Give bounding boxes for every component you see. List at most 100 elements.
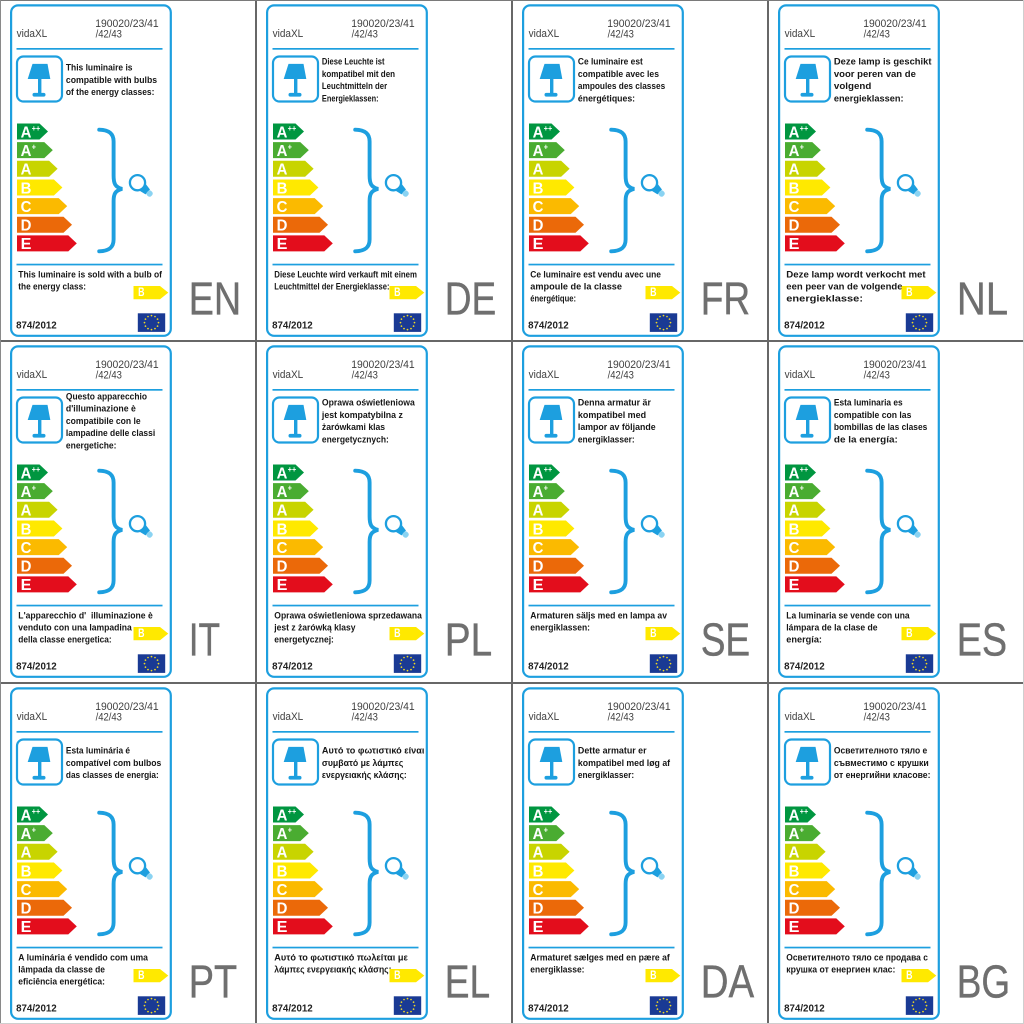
- svg-text:énergétiques:: énergétiques:: [578, 93, 635, 104]
- svg-text:B: B: [650, 628, 656, 640]
- svg-text:A: A: [533, 503, 544, 520]
- svg-text:C: C: [277, 540, 288, 557]
- svg-text:vidaXL: vidaXL: [17, 710, 48, 722]
- svg-text:D: D: [277, 559, 288, 576]
- svg-text:874/2012: 874/2012: [528, 320, 569, 331]
- svg-text:A: A: [277, 162, 288, 179]
- svg-text:++: ++: [544, 465, 553, 474]
- svg-text:874/2012: 874/2012: [272, 662, 313, 673]
- svg-text:bombillas de las clases: bombillas de las clases: [834, 422, 927, 433]
- svg-text:B: B: [21, 522, 32, 539]
- svg-text:Ce luminaire est: Ce luminaire est: [578, 56, 644, 67]
- svg-text:Armaturen säljs med en lampa a: Armaturen säljs med en lampa av: [530, 611, 667, 622]
- svg-text:190020/23/41: 190020/23/41: [95, 18, 159, 30]
- svg-text:A: A: [277, 503, 288, 520]
- svg-text:A: A: [277, 466, 288, 483]
- svg-text:eficiência energética:: eficiência energética:: [18, 976, 105, 987]
- svg-text:λάμπες ενεργειακής κλάσης:: λάμπες ενεργειακής κλάσης:: [274, 964, 391, 975]
- svg-text:compatible with bulbs: compatible with bulbs: [66, 75, 157, 86]
- svg-text:energetiche:: energetiche:: [66, 441, 117, 452]
- svg-text:/42/43: /42/43: [96, 711, 122, 723]
- svg-text:A: A: [533, 807, 544, 824]
- svg-text:D: D: [277, 900, 288, 917]
- svg-text:compatibile con le: compatibile con le: [66, 416, 141, 427]
- svg-text:energetycznych:: energetycznych:: [322, 435, 389, 446]
- svg-text:190020/23/41: 190020/23/41: [351, 359, 415, 371]
- svg-text:B: B: [277, 863, 288, 880]
- svg-text:voor peren van de: voor peren van de: [834, 69, 916, 80]
- svg-text:A: A: [277, 826, 288, 843]
- svg-text:EL: EL: [445, 955, 491, 1007]
- svg-text:energiklassen:: energiklassen:: [530, 623, 590, 634]
- svg-text:A: A: [533, 484, 544, 501]
- svg-text:+: +: [544, 825, 548, 834]
- svg-text:d'illuminazione è: d'illuminazione è: [66, 404, 136, 415]
- svg-text:D: D: [533, 218, 544, 235]
- svg-text:B: B: [394, 628, 400, 640]
- svg-text:Leuchtmitteln der: Leuchtmitteln der: [322, 81, 387, 92]
- svg-text:/42/43: /42/43: [864, 370, 890, 382]
- svg-text:874/2012: 874/2012: [784, 320, 825, 331]
- svg-text:A: A: [21, 466, 32, 483]
- svg-text:B: B: [650, 970, 656, 982]
- svg-text:EN: EN: [189, 273, 242, 325]
- svg-text:E: E: [277, 236, 288, 253]
- svg-text:874/2012: 874/2012: [272, 320, 313, 331]
- svg-text:+: +: [800, 825, 804, 834]
- svg-text:++: ++: [288, 465, 297, 474]
- svg-text:the energy class:: the energy class:: [18, 282, 86, 293]
- svg-text:D: D: [277, 218, 288, 235]
- svg-text:żarówkami klas: żarówkami klas: [322, 422, 385, 433]
- svg-text:++: ++: [32, 465, 41, 474]
- svg-text:lámpara de la clase de: lámpara de la clase de: [786, 623, 877, 634]
- svg-text:compatible con las: compatible con las: [834, 410, 912, 421]
- svg-text:ενεργειακής κλάσης:: ενεργειακής κλάσης:: [322, 770, 407, 781]
- svg-text:D: D: [21, 900, 32, 917]
- svg-text:jest z żarówką klasy: jest z żarówką klasy: [273, 623, 356, 634]
- svg-text:A: A: [789, 124, 800, 141]
- svg-text:kompatibel mit den: kompatibel mit den: [322, 69, 395, 80]
- svg-text:B: B: [533, 522, 544, 539]
- svg-text:A: A: [789, 844, 800, 861]
- svg-text:Denna armatur är: Denna armatur är: [578, 398, 651, 409]
- svg-text:A: A: [21, 807, 32, 824]
- svg-text:D: D: [21, 559, 32, 576]
- svg-text:++: ++: [32, 124, 41, 133]
- svg-text:190020/23/41: 190020/23/41: [607, 701, 671, 713]
- svg-text:DA: DA: [701, 955, 755, 1007]
- svg-text:/42/43: /42/43: [864, 29, 890, 41]
- svg-text:A: A: [21, 124, 32, 141]
- svg-text:C: C: [21, 199, 32, 216]
- svg-text:Αυτό το φωτιστικό είναι: Αυτό το φωτιστικό είναι: [322, 745, 425, 756]
- svg-text:vidaXL: vidaXL: [529, 369, 560, 381]
- svg-text:190020/23/41: 190020/23/41: [95, 701, 159, 713]
- svg-text:Осветителното тяло е: Осветителното тяло е: [834, 745, 927, 756]
- svg-text:energieklassen:: energieklassen:: [834, 93, 904, 104]
- svg-text:B: B: [533, 863, 544, 880]
- svg-text:E: E: [21, 919, 32, 936]
- svg-text:vidaXL: vidaXL: [273, 369, 304, 381]
- svg-text:Esta luminaria es: Esta luminaria es: [834, 398, 903, 409]
- svg-text:++: ++: [288, 124, 297, 133]
- svg-text:B: B: [906, 628, 912, 640]
- svg-text:Diese Leuchte wird verkauft mi: Diese Leuchte wird verkauft mit einem: [274, 270, 417, 281]
- svg-text:874/2012: 874/2012: [16, 1003, 57, 1014]
- svg-text:874/2012: 874/2012: [528, 662, 569, 673]
- svg-text:Dette armatur er: Dette armatur er: [578, 745, 647, 756]
- svg-text:/42/43: /42/43: [608, 29, 634, 41]
- svg-text:++: ++: [288, 807, 297, 816]
- svg-text:Energieklassen:: Energieklassen:: [322, 93, 379, 104]
- svg-text:B: B: [394, 970, 400, 982]
- svg-text:B: B: [650, 287, 656, 299]
- svg-text:vidaXL: vidaXL: [529, 710, 560, 722]
- svg-text:190020/23/41: 190020/23/41: [863, 18, 927, 30]
- svg-text:A: A: [277, 484, 288, 501]
- svg-text:B: B: [21, 180, 32, 197]
- svg-text:C: C: [533, 540, 544, 557]
- svg-text:ampoule de la classe: ampoule de la classe: [530, 282, 622, 293]
- svg-text:C: C: [533, 882, 544, 899]
- svg-text:+: +: [32, 143, 36, 152]
- svg-text:This luminaire is: This luminaire is: [66, 63, 133, 74]
- svg-text:B: B: [138, 287, 144, 299]
- svg-text:Oprawa oświetleniowa: Oprawa oświetleniowa: [322, 398, 416, 409]
